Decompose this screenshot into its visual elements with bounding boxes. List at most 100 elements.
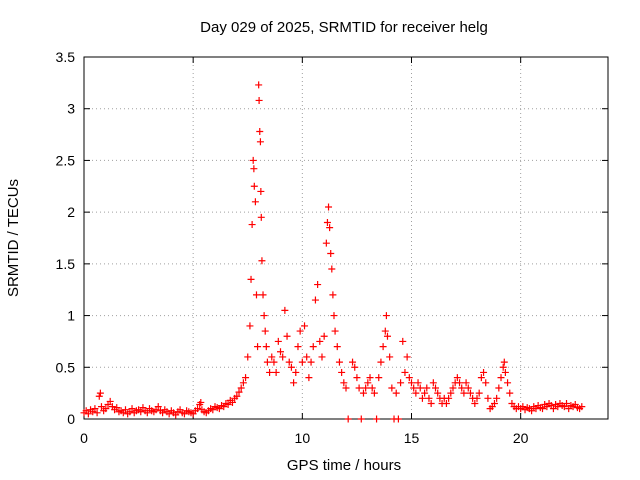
y-tick-label: 0.5 [56, 359, 76, 375]
data-point-marker [466, 389, 474, 397]
data-point-marker [351, 363, 359, 371]
data-point-marker [121, 406, 129, 414]
data-point-marker [258, 257, 266, 265]
data-point-marker [255, 96, 263, 104]
data-point-marker [493, 394, 501, 402]
data-point-marker [316, 337, 324, 345]
data-point-marker [383, 332, 391, 340]
data-point-marker [500, 358, 508, 366]
data-point-marker [194, 405, 202, 413]
data-point-marker [263, 358, 271, 366]
data-point-marker [322, 239, 330, 247]
data-point-marker [272, 368, 280, 376]
data-point-marker [329, 291, 337, 299]
data-point-marker [106, 397, 114, 405]
data-point-marker [475, 389, 483, 397]
data-point-marker [268, 353, 276, 361]
data-point-marker [333, 343, 341, 351]
data-point-marker [274, 337, 282, 345]
data-point-marker [408, 379, 415, 387]
data-point-marker [405, 374, 413, 382]
data-point-marker [399, 337, 407, 345]
data-point-marker [307, 358, 315, 366]
data-point-marker [296, 327, 304, 335]
data-point-marker [366, 374, 374, 382]
data-point-marker [197, 398, 205, 406]
data-point-marker [318, 353, 326, 361]
data-point-marker [397, 379, 405, 387]
data-point-marker [355, 384, 363, 392]
data-point-marker [414, 379, 422, 387]
data-point-marker [113, 404, 121, 412]
data-point-marker [314, 281, 322, 289]
data-point-marker [499, 363, 507, 371]
data-point-marker [323, 218, 331, 226]
data-point-marker [477, 374, 485, 382]
data-point-marker [137, 408, 145, 416]
data-point-marker [285, 358, 293, 366]
data-point-marker [277, 348, 284, 356]
data-point-marker [247, 275, 255, 283]
data-point-marker [359, 389, 367, 397]
x-tick-label: 10 [295, 430, 311, 446]
data-point-marker [449, 384, 457, 392]
x-axis-label: GPS time / hours [287, 457, 401, 474]
data-point-marker [154, 403, 162, 411]
data-point-marker [473, 394, 481, 402]
data-point-marker [301, 322, 309, 330]
data-point-marker [237, 384, 245, 392]
data-point-marker [335, 358, 343, 366]
data-point-marker [370, 389, 378, 397]
data-point-marker [377, 358, 385, 366]
data-point-marker [410, 384, 418, 392]
y-axis-label: SRMTID / TECUs [5, 179, 22, 297]
data-point-marker [421, 389, 429, 397]
y-tick-label: 3.5 [56, 49, 76, 65]
data-point-marker [256, 138, 264, 146]
data-point-marker [246, 322, 254, 330]
data-point-marker [325, 203, 333, 211]
data-point-marker [423, 384, 431, 392]
data-point-marker [412, 389, 420, 397]
grid [84, 57, 608, 419]
y-tick-label: 0 [67, 411, 75, 427]
axis-ticks: 0 0.5 1 1.5 2 2.5 3 3.5 0 5 10 15 20 [56, 49, 608, 446]
data-point-marker [344, 415, 352, 423]
data-point-marker [416, 384, 424, 392]
data-point-marker [368, 384, 376, 392]
data-points [80, 81, 586, 423]
data-point-marker [266, 368, 274, 376]
data-point-marker [97, 403, 105, 411]
data-point-marker [251, 198, 259, 206]
data-point-marker [228, 398, 236, 406]
data-point-marker [342, 384, 350, 392]
plot-frame [83, 56, 609, 420]
data-point-marker [349, 358, 357, 366]
data-point-marker [128, 405, 136, 413]
data-point-marker [261, 327, 269, 335]
data-point-marker [453, 374, 461, 382]
data-point-marker [495, 384, 503, 392]
data-point-marker [270, 358, 278, 366]
data-point-marker [504, 379, 512, 387]
data-point-marker [256, 127, 264, 135]
data-point-marker [364, 379, 372, 387]
data-point-marker [490, 399, 498, 407]
data-point-marker [303, 353, 311, 361]
data-point-marker [244, 353, 252, 361]
x-tick-label: 0 [80, 430, 88, 446]
data-point-marker [382, 312, 390, 320]
data-point-marker [403, 353, 411, 361]
y-tick-label: 1 [67, 308, 75, 324]
data-point-marker [429, 379, 437, 387]
data-point-marker [96, 389, 104, 397]
data-point-marker [249, 156, 257, 164]
data-point-marker [292, 368, 300, 376]
data-point-marker [353, 374, 361, 382]
data-point-marker [480, 368, 488, 376]
data-point-marker [298, 358, 306, 366]
y-tick-label: 2.5 [56, 152, 76, 168]
data-point-marker [528, 407, 536, 415]
